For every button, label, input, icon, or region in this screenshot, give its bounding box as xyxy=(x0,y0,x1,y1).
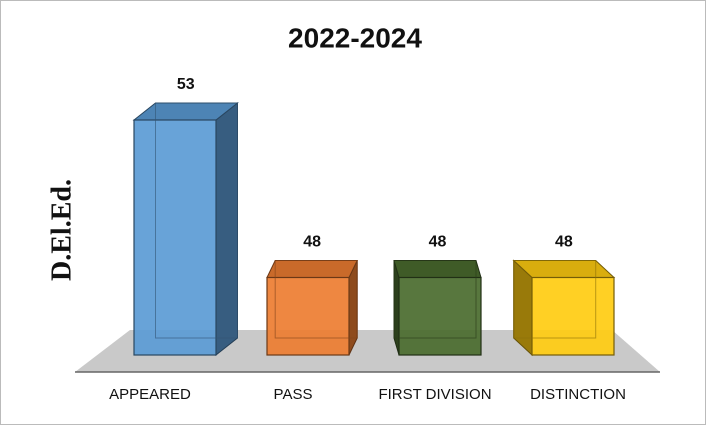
data-label: 48 xyxy=(429,234,447,251)
bar-inner-edge xyxy=(274,260,358,339)
bar-inner-edge xyxy=(155,102,238,339)
x-tick-label: PASS xyxy=(274,386,313,403)
bar xyxy=(512,259,616,357)
x-tick-label: APPEARED xyxy=(109,386,191,403)
bar-front xyxy=(133,119,217,356)
bar-side xyxy=(215,101,238,357)
x-tick-label: DISTINCTION xyxy=(530,386,626,403)
bar-front xyxy=(531,276,615,356)
bar-front xyxy=(398,276,482,356)
bar xyxy=(266,260,358,356)
bar-top xyxy=(512,260,616,278)
bar xyxy=(132,101,239,357)
data-label: 48 xyxy=(303,234,321,251)
y-axis-label: D.El.Ed. xyxy=(46,179,77,281)
bar-top xyxy=(393,260,482,278)
x-tick-label: FIRST DIVISION xyxy=(378,386,491,403)
chart-title: 2022-2024 xyxy=(288,22,422,53)
bar-top xyxy=(266,260,358,278)
data-label: 53 xyxy=(177,76,195,93)
bar-inner-edge xyxy=(393,260,477,339)
data-label: 48 xyxy=(555,234,573,251)
bar-inner-edge xyxy=(513,260,597,339)
bar-front xyxy=(266,276,350,356)
bar xyxy=(393,260,482,356)
